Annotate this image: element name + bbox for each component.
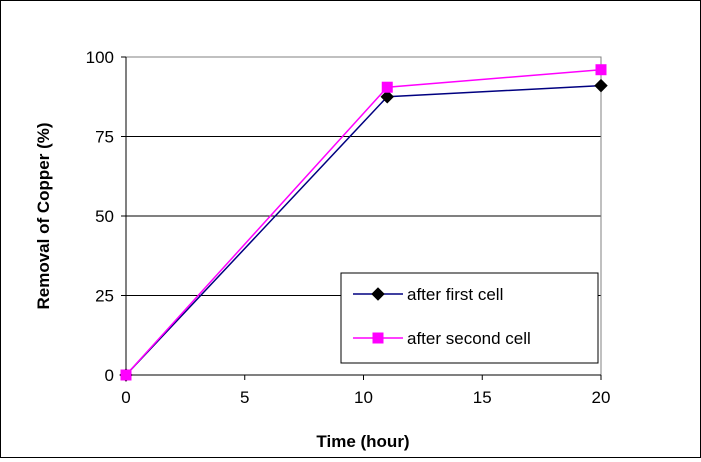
y-tick-label: 50: [95, 207, 114, 226]
x-tick-label: 15: [473, 388, 492, 407]
legend: after first cell after second cell: [340, 272, 599, 364]
gridlines: [126, 56, 601, 296]
legend-label: after first cell: [407, 285, 503, 304]
data-point: [594, 78, 608, 93]
x-tick-label: 10: [354, 388, 373, 407]
data-point: [120, 369, 132, 381]
y-tick-label: 75: [95, 128, 114, 147]
x-axis-title: Time (hour): [316, 432, 409, 451]
legend-marker: [372, 332, 384, 344]
legend-marker: [371, 287, 385, 301]
y-tick-label: 0: [105, 366, 114, 385]
data-point: [381, 81, 393, 93]
axis-ticks: 0 25 50 75 100 0 5 10 15 20: [86, 48, 611, 407]
legend-box: [340, 272, 599, 364]
data-point: [380, 90, 394, 104]
y-tick-label: 100: [86, 48, 114, 67]
x-tick-label: 0: [121, 388, 130, 407]
legend-label: after second cell: [407, 329, 531, 348]
y-tick-label: 25: [95, 287, 114, 306]
y-axis-title: Removal of Copper (%): [34, 122, 53, 309]
x-tick-label: 20: [592, 388, 611, 407]
data-point: [595, 64, 607, 76]
series-2: [120, 64, 607, 381]
series: [119, 64, 608, 382]
legend-item-2: after second cell: [353, 329, 531, 348]
x-tick-label: 5: [240, 388, 249, 407]
legend-item-1: after first cell: [353, 285, 503, 304]
